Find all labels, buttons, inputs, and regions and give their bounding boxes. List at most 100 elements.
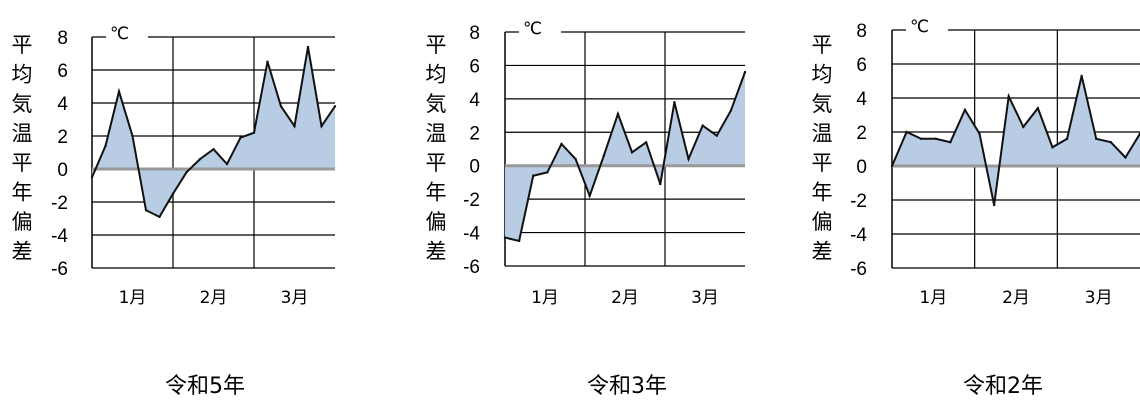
data-point [1007, 95, 1010, 98]
chart-caption: 令和5年 [165, 374, 245, 399]
y-tick-label: 4 [469, 90, 480, 111]
data-point [715, 134, 718, 137]
y-axis-title-char: 温 [12, 122, 33, 146]
series-area [505, 72, 745, 241]
y-tick-label: 4 [57, 94, 68, 115]
y-axis-title-char: 均 [426, 63, 447, 87]
x-month-label: 3月 [1085, 288, 1113, 308]
y-tick-label: 0 [57, 160, 68, 181]
y-tick-label: -4 [463, 224, 480, 245]
y-axis-title-char: 気 [812, 92, 833, 116]
y-axis-title-char: 均 [812, 63, 833, 87]
y-axis-title-char: 偏 [426, 210, 447, 234]
unit-bg [519, 20, 561, 42]
y-tick-label: 8 [57, 28, 68, 49]
y-tick-label: 2 [856, 123, 867, 144]
data-point [602, 154, 606, 157]
y-axis-title-char: 偏 [12, 210, 33, 234]
series-area [92, 46, 335, 217]
y-axis-title-char: 平 [812, 33, 833, 57]
data-point [198, 157, 202, 161]
y-axis-title-char: 平 [12, 33, 33, 57]
data-point [616, 112, 620, 116]
y-axis-title-char: 気 [426, 92, 447, 116]
data-point [185, 171, 188, 174]
y-axis-title-char: 差 [426, 240, 447, 264]
data-point [1065, 137, 1069, 140]
y-axis-title-char: 平 [12, 151, 33, 175]
data-point [131, 134, 134, 138]
y-axis-title-char: 差 [12, 240, 33, 264]
data-point [1036, 107, 1040, 110]
y-axis-title-char: 差 [812, 240, 833, 264]
y-axis-title-char: 均 [12, 63, 33, 87]
data-point [890, 164, 894, 168]
data-point [306, 45, 310, 49]
x-month-label: 2月 [1002, 288, 1030, 308]
y-axis-title-char: 気 [12, 92, 33, 116]
unit-label: ℃ [110, 24, 129, 44]
data-point [158, 215, 161, 219]
data-point [117, 90, 121, 93]
x-month-label: 1月 [919, 288, 947, 308]
y-tick-label: -6 [51, 259, 68, 280]
y-tick-label: 6 [57, 61, 68, 82]
y-tick-label: -2 [463, 190, 480, 211]
data-point [212, 148, 215, 151]
y-axis-title-char: 年 [12, 181, 33, 205]
data-point [333, 105, 337, 108]
x-month-label: 1月 [531, 288, 559, 308]
x-month-label: 2月 [200, 288, 228, 308]
data-point [320, 124, 323, 128]
data-point [949, 141, 952, 144]
data-point [546, 171, 549, 174]
data-point [225, 162, 229, 166]
y-tick-label: 8 [856, 21, 867, 42]
y-axis-title-char: 温 [812, 122, 833, 146]
y-axis-title-char: 温 [426, 122, 447, 146]
data-point [171, 192, 175, 195]
y-axis-title-char: 平 [426, 151, 447, 175]
y-axis-title-char: 年 [812, 181, 833, 205]
y-tick-label: 8 [469, 23, 480, 44]
data-point [701, 124, 704, 127]
data-point [588, 194, 591, 197]
data-point [963, 108, 967, 112]
y-tick-label: -6 [463, 257, 480, 278]
data-point [743, 70, 747, 74]
data-point [1022, 125, 1025, 129]
chart-caption: 令和3年 [587, 374, 667, 399]
chart-caption: 令和2年 [963, 374, 1043, 399]
series-area [892, 75, 1140, 206]
unit-bg [906, 18, 948, 40]
data-point [1124, 156, 1127, 159]
data-point [90, 176, 94, 179]
data-point [1095, 137, 1098, 140]
y-tick-label: -4 [51, 226, 68, 247]
y-tick-label: 2 [469, 123, 480, 144]
y-tick-label: -6 [850, 259, 867, 280]
y-tick-label: -2 [850, 191, 867, 212]
data-point [659, 182, 662, 186]
x-month-label: 1月 [119, 288, 147, 308]
data-point [919, 137, 923, 140]
y-tick-label: 6 [469, 56, 480, 77]
data-point [279, 105, 283, 108]
y-tick-label: 4 [856, 89, 867, 110]
data-point [687, 157, 690, 161]
y-tick-label: 2 [57, 127, 68, 148]
data-point [517, 239, 521, 243]
data-point [905, 130, 908, 134]
data-point [574, 157, 577, 161]
data-point [1051, 146, 1054, 149]
data-point [729, 109, 733, 112]
y-tick-label: 0 [469, 157, 480, 178]
y-tick-label: 6 [856, 55, 867, 76]
data-point [992, 203, 996, 207]
y-tick-label: -2 [51, 193, 68, 214]
y-tick-label: -4 [850, 225, 867, 246]
unit-bg [106, 25, 148, 47]
